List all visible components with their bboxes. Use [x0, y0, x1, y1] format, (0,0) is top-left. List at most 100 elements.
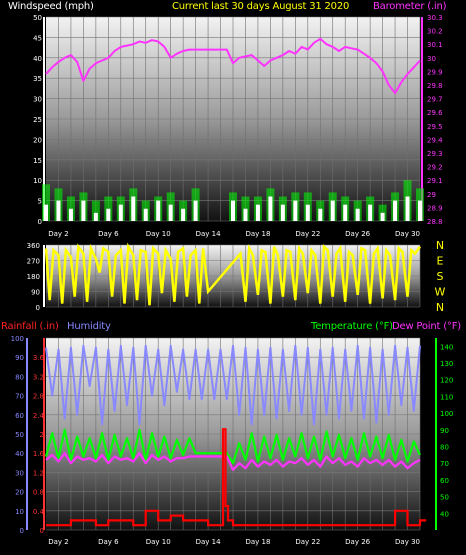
- baro-tick-label: 30.2: [427, 28, 443, 36]
- wind-tick-label: 20: [33, 136, 42, 144]
- barometer-line: [45, 37, 421, 95]
- wind-tick-label: 30: [33, 96, 42, 104]
- humidity-tick-label: 70: [15, 393, 24, 401]
- wind-speed-bar: [293, 200, 298, 221]
- temp-tick-label: 120: [440, 377, 453, 385]
- rain-tick-label: 0: [40, 527, 44, 535]
- barometer-axis-title: Barometer (.in): [373, 1, 447, 12]
- compass-label: N: [436, 301, 444, 314]
- wind-x-tick-label: Day 2: [48, 230, 69, 238]
- baro-tick-label: 29: [427, 191, 436, 199]
- rainfall-line: [46, 428, 427, 527]
- wind-x-tick-label: Day 18: [245, 230, 270, 238]
- temp-x-tick-label: Day 30: [395, 538, 420, 546]
- baro-tick-label: 29.4: [427, 136, 443, 144]
- baro-tick-label: 29.6: [427, 109, 443, 117]
- baro-tick-label: 28.9: [427, 204, 443, 212]
- temp-x-tick-label: Day 10: [146, 538, 171, 546]
- wind-speed-bar: [268, 196, 273, 221]
- rain-tick-label: 1.2: [33, 469, 44, 477]
- dewpoint-line: [45, 452, 421, 471]
- temp-x-tick-label: Day 14: [196, 538, 222, 546]
- wind-tick-label: 0: [38, 218, 42, 226]
- wind-speed-bar: [56, 200, 61, 221]
- wind-speed-bar: [156, 200, 161, 221]
- rain-tick-label: 0.8: [33, 489, 44, 497]
- temperature-line: [44, 428, 421, 465]
- wind-tick-label: 35: [33, 75, 42, 83]
- baro-tick-label: 29.3: [427, 150, 443, 158]
- compass-label: E: [437, 255, 444, 268]
- wind-tick-label: 40: [33, 55, 42, 63]
- wind-speed-bar: [418, 200, 422, 221]
- wind-x-tick-label: Day 22: [295, 230, 320, 238]
- wind-speed-bar: [255, 204, 260, 221]
- baro-tick-label: 29.7: [427, 96, 443, 104]
- wind-gust-bar: [91, 200, 100, 221]
- temp-tick-label: 50: [440, 494, 449, 502]
- wind-speed-bar: [380, 212, 385, 221]
- dewpoint-axis-title: Dew Point (°F): [392, 321, 461, 332]
- wind-speed-bar: [368, 204, 373, 221]
- wind-speed-bar: [243, 208, 248, 221]
- humidity-tick-label: 40: [15, 450, 24, 458]
- direction-tick-label: 0: [36, 304, 40, 312]
- rain-tick-label: 3.6: [33, 354, 45, 362]
- baro-tick-label: 30.3: [427, 14, 443, 22]
- wind-speed-bar: [405, 196, 410, 221]
- compass-label: W: [435, 286, 446, 299]
- baro-tick-label: 29.2: [427, 164, 443, 172]
- baro-tick-label: 29.8: [427, 82, 443, 90]
- compass-label: N: [436, 239, 444, 252]
- rain-tick-label: 1.6: [33, 450, 45, 458]
- rain-tick-label: 0.4: [33, 508, 45, 516]
- wind-x-tick-label: Day 6: [98, 230, 119, 238]
- direction-tick-label: 360: [27, 242, 40, 250]
- temp-tick-label: 70: [440, 460, 449, 468]
- wind-speed-bar: [181, 208, 186, 221]
- humidity-tick-label: 0: [20, 527, 24, 535]
- wind-tick-label: 10: [33, 177, 42, 185]
- wind-direction-line: [44, 242, 422, 306]
- humidity-tick-label: 50: [15, 431, 24, 439]
- wind-speed-bar: [318, 208, 323, 221]
- wind-x-tick-label: Day 30: [395, 230, 420, 238]
- wind-speed-bar: [355, 208, 360, 221]
- current-period-title: Current last 30 days August 31 2020: [172, 1, 350, 12]
- humidity-tick-label: 100: [11, 335, 24, 343]
- baro-tick-label: 30.1: [427, 41, 443, 49]
- wind-speed-bar: [330, 200, 335, 221]
- wind-x-tick-label: Day 10: [146, 230, 171, 238]
- temp-x-tick-label: Day 6: [98, 538, 119, 546]
- rain-tick-label: 2: [40, 431, 44, 439]
- wind-speed-bar: [393, 200, 398, 221]
- wind-speed-bar: [305, 204, 310, 221]
- direction-tick-label: 270: [27, 258, 40, 266]
- wind-axis-title: Windspeed (mph): [8, 1, 94, 12]
- wind-speed-bar: [93, 212, 98, 221]
- humidity-tick-label: 90: [15, 354, 24, 362]
- rainfall-axis-title: Rainfall (.in): [1, 321, 59, 332]
- temp-tick-label: 40: [440, 510, 449, 518]
- temp-tick-label: 80: [440, 444, 449, 452]
- temp-tick-label: 90: [440, 427, 449, 435]
- temp-tick-label: 100: [440, 410, 453, 418]
- temp-tick-label: 110: [440, 393, 453, 401]
- wind-tick-label: 45: [33, 34, 42, 42]
- baro-tick-label: 28.8: [427, 218, 443, 226]
- baro-tick-label: 30: [427, 55, 436, 63]
- temp-tick-label: 60: [440, 477, 449, 485]
- wind-speed-bar: [343, 204, 348, 221]
- wind-x-tick-label: Day 26: [345, 230, 371, 238]
- humidity-tick-label: 80: [15, 373, 24, 381]
- temp-x-tick-label: Day 22: [295, 538, 320, 546]
- compass-label: S: [437, 270, 444, 283]
- wind-tick-label: 25: [33, 116, 42, 124]
- wind-tick-label: 15: [33, 157, 42, 165]
- wind-speed-bar: [143, 208, 148, 221]
- wind-speed-bar: [280, 204, 285, 221]
- wind-x-tick-label: Day 14: [196, 230, 222, 238]
- rain-tick-label: 2.4: [33, 412, 45, 420]
- rain-tick-label: 3.2: [33, 373, 44, 381]
